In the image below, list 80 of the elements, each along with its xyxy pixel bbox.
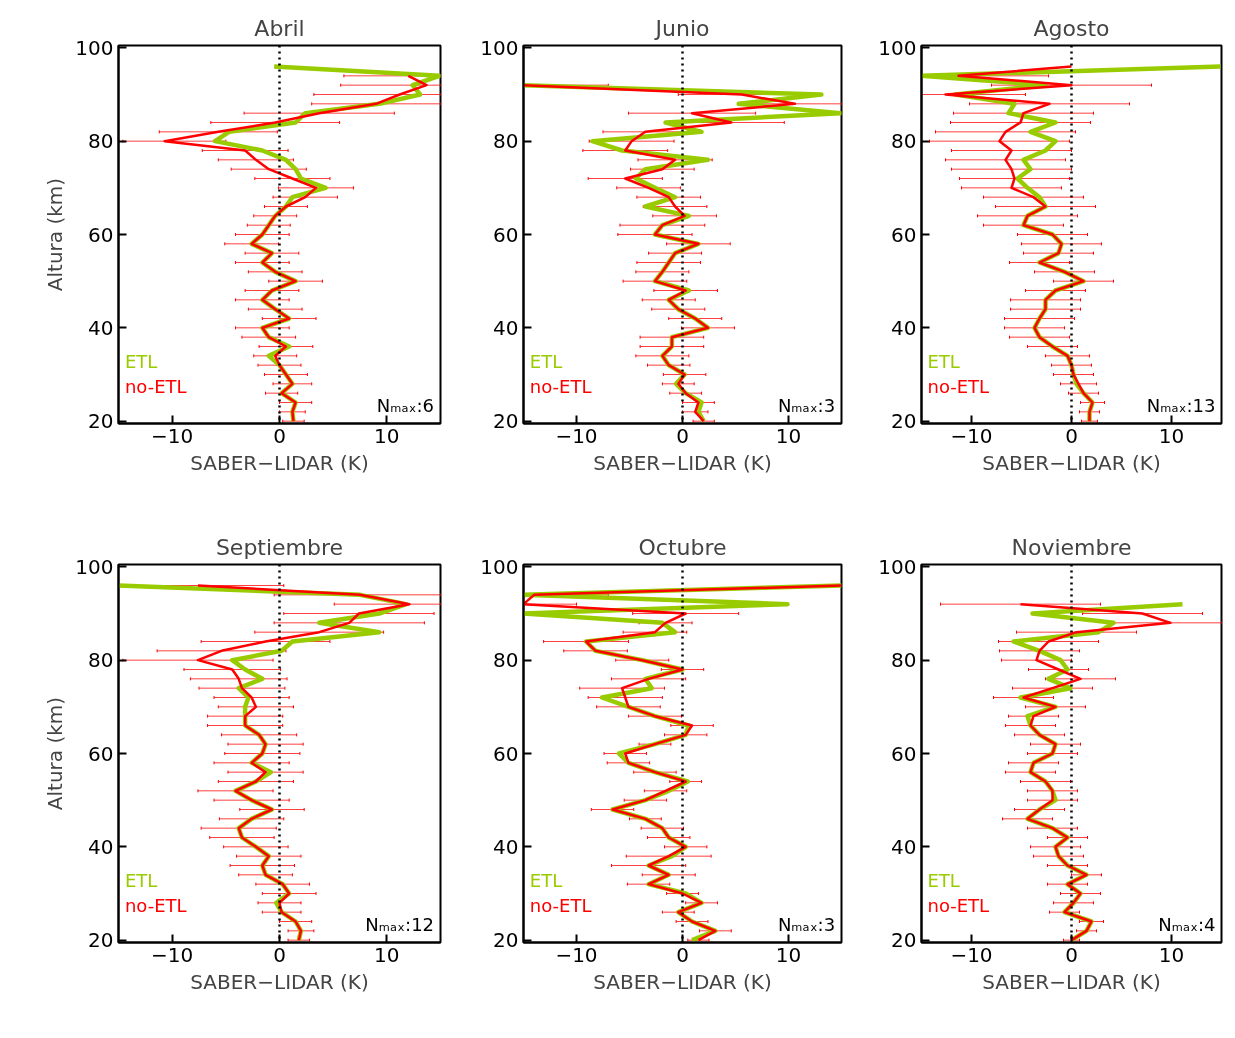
chart-title: Abril	[254, 15, 305, 41]
x-tick-label: 10	[1158, 942, 1185, 967]
x-tick-label: 10	[1158, 423, 1185, 448]
annotation: Nₘₐₓ:6	[376, 394, 435, 416]
annotation: Nₘₐₓ:3	[777, 394, 836, 416]
x-tick-label: −10	[151, 942, 194, 967]
x-tick-label: 10	[775, 942, 802, 967]
text: no-ETL	[124, 376, 187, 398]
annotation: Nₘₐₓ:4	[1158, 913, 1216, 935]
y-tick-label: 60	[493, 222, 519, 247]
y-tick-label: 40	[493, 834, 519, 859]
y-tick-label: 60	[891, 741, 917, 766]
y-tick-label: 20	[891, 409, 917, 434]
y-tick-label: 80	[493, 129, 519, 154]
x-axis-title: SABER−LIDAR (K)	[593, 450, 772, 475]
y-tick-label: 100	[878, 554, 917, 579]
y-tick-label: 80	[891, 648, 917, 673]
y-tick-label: 100	[480, 554, 519, 579]
x-tick-label: 0	[273, 942, 286, 967]
text: ETL	[927, 351, 960, 373]
y-tick-label: 20	[88, 928, 114, 953]
y-tick-label: 60	[88, 222, 114, 247]
x-tick-label: 10	[374, 423, 400, 448]
y-tick-label: 100	[878, 35, 917, 60]
x-tick-label: 0	[273, 423, 286, 448]
y-tick-label: 20	[88, 409, 114, 434]
x-tick-label: 10	[775, 423, 802, 448]
annotation: Nₘₐₓ:12	[365, 913, 435, 935]
y-tick-label: 60	[88, 741, 114, 766]
y-tick-label: 40	[88, 834, 114, 859]
y-axis-title: Altura (km)	[43, 696, 68, 811]
text: ETL	[927, 870, 960, 892]
y-tick-label: 100	[75, 554, 114, 579]
y-tick-label: 80	[493, 648, 519, 673]
text: ETL	[529, 351, 563, 373]
x-tick-label: 0	[1065, 423, 1078, 448]
text: no-ETL	[927, 376, 990, 398]
text: ETL	[529, 870, 563, 892]
y-tick-label: 80	[891, 129, 917, 154]
y-tick-label: 20	[493, 928, 519, 953]
x-tick-label: 0	[676, 942, 689, 967]
x-axis-title: SABER−LIDAR (K)	[982, 450, 1161, 475]
text: no-ETL	[124, 895, 187, 917]
y-tick-label: 40	[891, 834, 917, 859]
x-axis-title: SABER−LIDAR (K)	[190, 450, 369, 475]
text: no-ETL	[927, 895, 990, 917]
x-tick-label: −10	[950, 423, 993, 448]
text: no-ETL	[529, 895, 592, 917]
y-tick-label: 60	[891, 222, 917, 247]
y-tick-label: 40	[493, 315, 519, 340]
y-tick-label: 80	[88, 129, 114, 154]
x-tick-label: 0	[676, 423, 689, 448]
chart-title: Octubre	[638, 534, 727, 560]
y-tick-label: 20	[493, 409, 519, 434]
annotation: Nₘₐₓ:13	[1146, 394, 1216, 416]
y-tick-label: 80	[88, 648, 114, 673]
y-tick-label: 100	[480, 35, 519, 60]
text: no-ETL	[529, 376, 592, 398]
x-axis-title: SABER−LIDAR (K)	[190, 969, 369, 994]
y-tick-label: 40	[891, 315, 917, 340]
y-tick-label: 20	[891, 928, 917, 953]
x-axis-title: SABER−LIDAR (K)	[982, 969, 1161, 994]
x-tick-label: −10	[555, 423, 598, 448]
chart-title: Junio	[653, 15, 710, 41]
y-axis-title: Altura (km)	[43, 177, 68, 292]
x-tick-label: −10	[950, 942, 993, 967]
chart-title: Noviembre	[1011, 534, 1132, 560]
y-tick-label: 40	[88, 315, 114, 340]
x-tick-label: 0	[1065, 942, 1078, 967]
chart-title: Agosto	[1033, 15, 1110, 41]
y-tick-label: 60	[493, 741, 519, 766]
text: ETL	[124, 870, 158, 892]
x-tick-label: −10	[555, 942, 598, 967]
chart-title: Septiembre	[215, 534, 344, 560]
x-tick-label: −10	[151, 423, 194, 448]
x-tick-label: 10	[374, 942, 400, 967]
y-tick-label: 100	[75, 35, 114, 60]
text: ETL	[124, 351, 158, 373]
annotation: Nₘₐₓ:3	[777, 913, 836, 935]
x-axis-title: SABER−LIDAR (K)	[593, 969, 772, 994]
